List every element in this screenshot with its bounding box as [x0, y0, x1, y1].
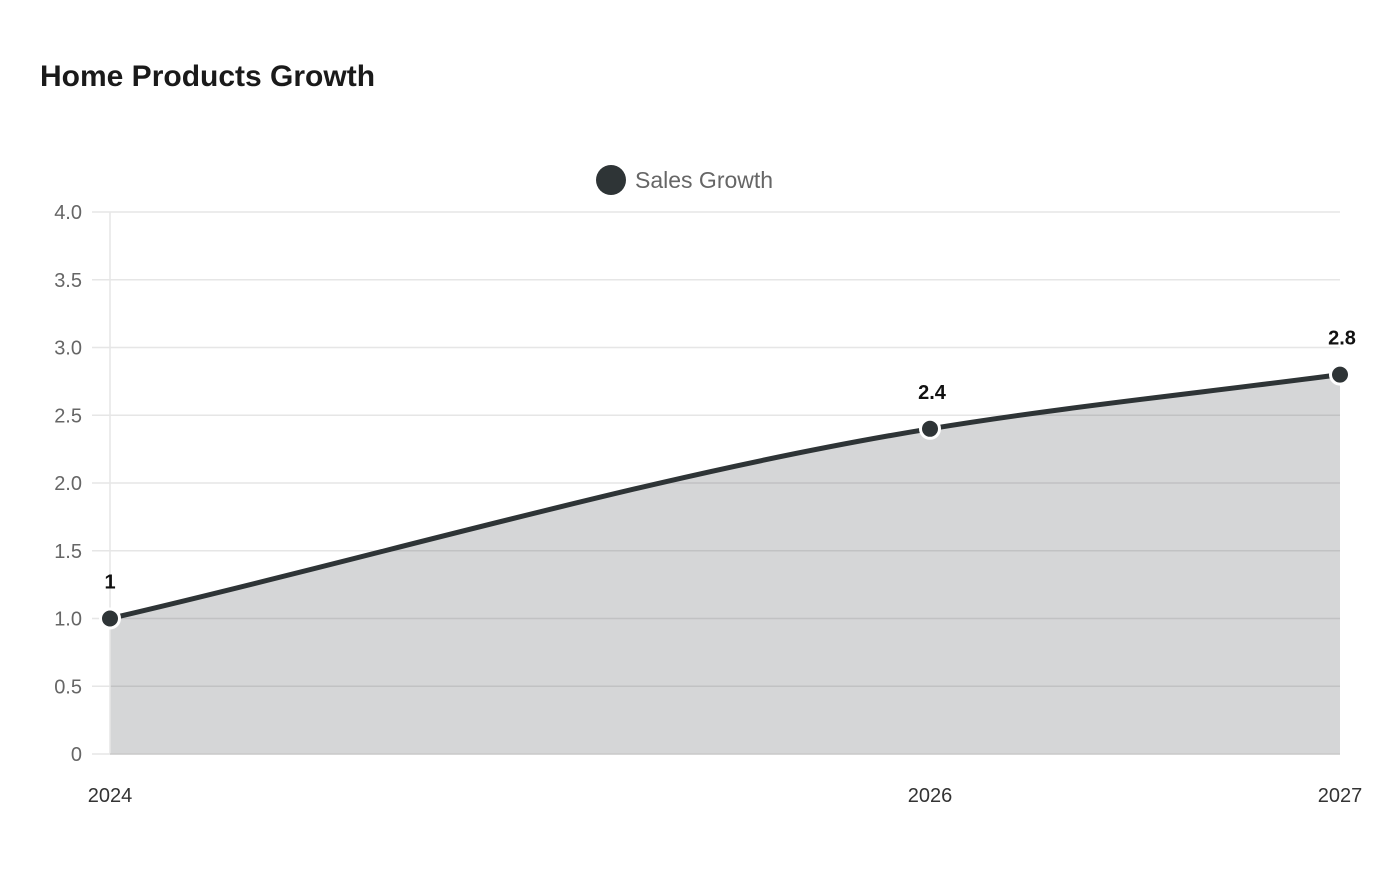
y-tick-label: 4.0 [54, 202, 82, 224]
legend-label-sales-growth[interactable]: Sales Growth [635, 167, 773, 193]
data-point[interactable] [1329, 363, 1351, 386]
y-tick-label: 1.0 [54, 609, 82, 631]
y-tick-label: 0 [71, 744, 82, 766]
x-axis-ticks: 2024 2026 2027 [88, 785, 1363, 807]
data-point[interactable] [919, 417, 941, 440]
x-tick-label: 2026 [908, 785, 953, 807]
area-fill-sales-growth [110, 374, 1340, 754]
data-label: 1 [104, 572, 115, 594]
x-tick-label: 2024 [88, 785, 133, 807]
data-point[interactable] [99, 607, 121, 630]
area-layer [107, 372, 1343, 754]
y-tick-label: 1.5 [54, 541, 82, 563]
series-line-sales-growth [107, 372, 1343, 621]
grid-lines [92, 211, 1340, 755]
chart-title: Home Products Growth [40, 60, 376, 93]
axes [109, 212, 1340, 755]
y-axis-ticks: 0 0.5 1.0 1.5 2.0 2.5 3.0 3.5 4.0 [54, 202, 82, 766]
legend-marker[interactable] [596, 165, 626, 195]
data-labels: 1 2.4 2.8 [104, 328, 1355, 594]
y-tick-label: 2.5 [54, 405, 82, 427]
y-tick-label: 0.5 [54, 676, 82, 698]
legend[interactable]: Sales Growth [596, 165, 773, 195]
y-tick-label: 3.5 [54, 270, 82, 292]
x-tick-label: 2027 [1318, 785, 1363, 807]
y-tick-label: 2.0 [54, 473, 82, 495]
data-label: 2.8 [1328, 328, 1356, 350]
data-points [99, 363, 1351, 630]
y-tick-label: 3.0 [54, 338, 82, 360]
data-label: 2.4 [918, 382, 947, 404]
